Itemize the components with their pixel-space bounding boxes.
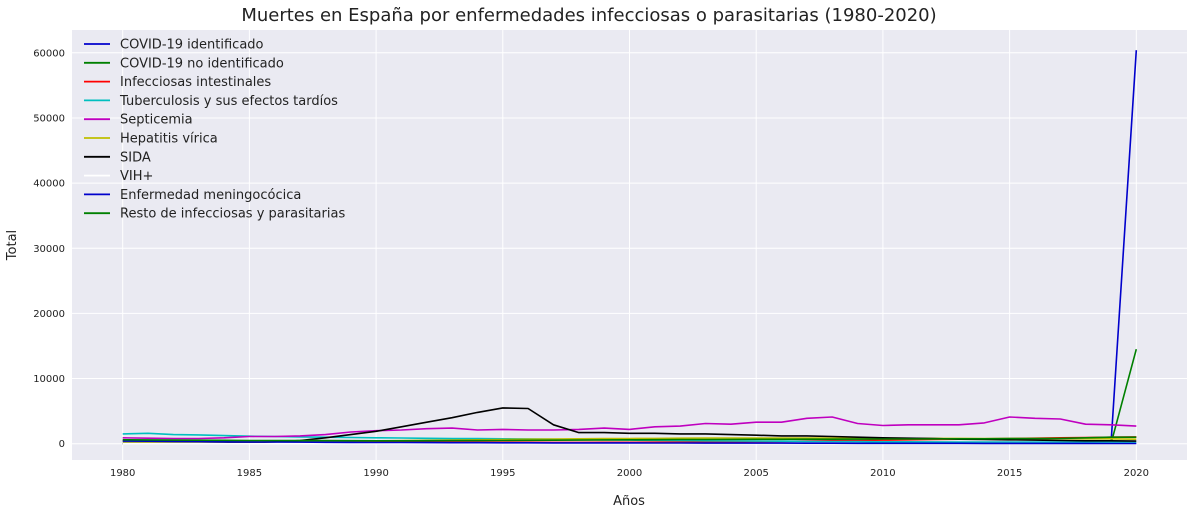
x-axis-ticks: 1980 1985 1990 1995 2000 2005 2010 2015 2020 — [110, 468, 1149, 479]
x-tick-label: 2000 — [617, 468, 642, 479]
series-line — [122, 416, 1137, 440]
y-tick-label: 20000 — [33, 309, 65, 320]
legend-label: COVID-19 no identificado — [120, 56, 284, 71]
x-tick-label: 2005 — [743, 468, 768, 479]
x-tick-label: 1990 — [363, 468, 388, 479]
legend-label: Resto de infecciosas y parasitarias — [120, 207, 345, 222]
series-lines — [122, 50, 1138, 445]
y-axis-ticks: 0 10000 20000 30000 40000 50000 60000 — [33, 48, 65, 450]
legend-label: Infecciosas intestinales — [120, 75, 271, 90]
series-line — [122, 436, 1137, 442]
legend-label: SIDA — [120, 150, 151, 165]
legend-label: VIH+ — [120, 169, 153, 184]
y-tick-label: 40000 — [33, 179, 65, 190]
x-axis-label: Años — [613, 494, 645, 509]
x-tick-label: 1985 — [237, 468, 262, 479]
y-tick-label: 50000 — [33, 113, 65, 124]
x-tick-label: 1995 — [490, 468, 515, 479]
y-axis-label: Total — [5, 230, 20, 261]
legend-label: Enfermedad meningocócica — [120, 188, 301, 203]
legend-label: COVID-19 identificado — [120, 38, 264, 53]
y-tick-label: 10000 — [33, 374, 65, 385]
legend: COVID-19 identificado COVID-19 no identif… — [84, 38, 345, 222]
legend-label: Tuberculosis y sus efectos tardíos — [119, 94, 338, 109]
y-tick-label: 30000 — [33, 244, 65, 255]
chart-title: Muertes en España por enfermedades infec… — [241, 5, 936, 26]
y-tick-label: 0 — [59, 439, 65, 450]
legend-label: Hepatitis vírica — [120, 132, 218, 147]
legend-label: Septicemia — [120, 113, 193, 128]
x-tick-label: 2020 — [1124, 468, 1149, 479]
x-tick-label: 2010 — [870, 468, 895, 479]
x-tick-label: 1980 — [110, 468, 135, 479]
series-line — [122, 440, 1137, 445]
x-tick-label: 2015 — [997, 468, 1022, 479]
y-tick-label: 60000 — [33, 48, 65, 59]
